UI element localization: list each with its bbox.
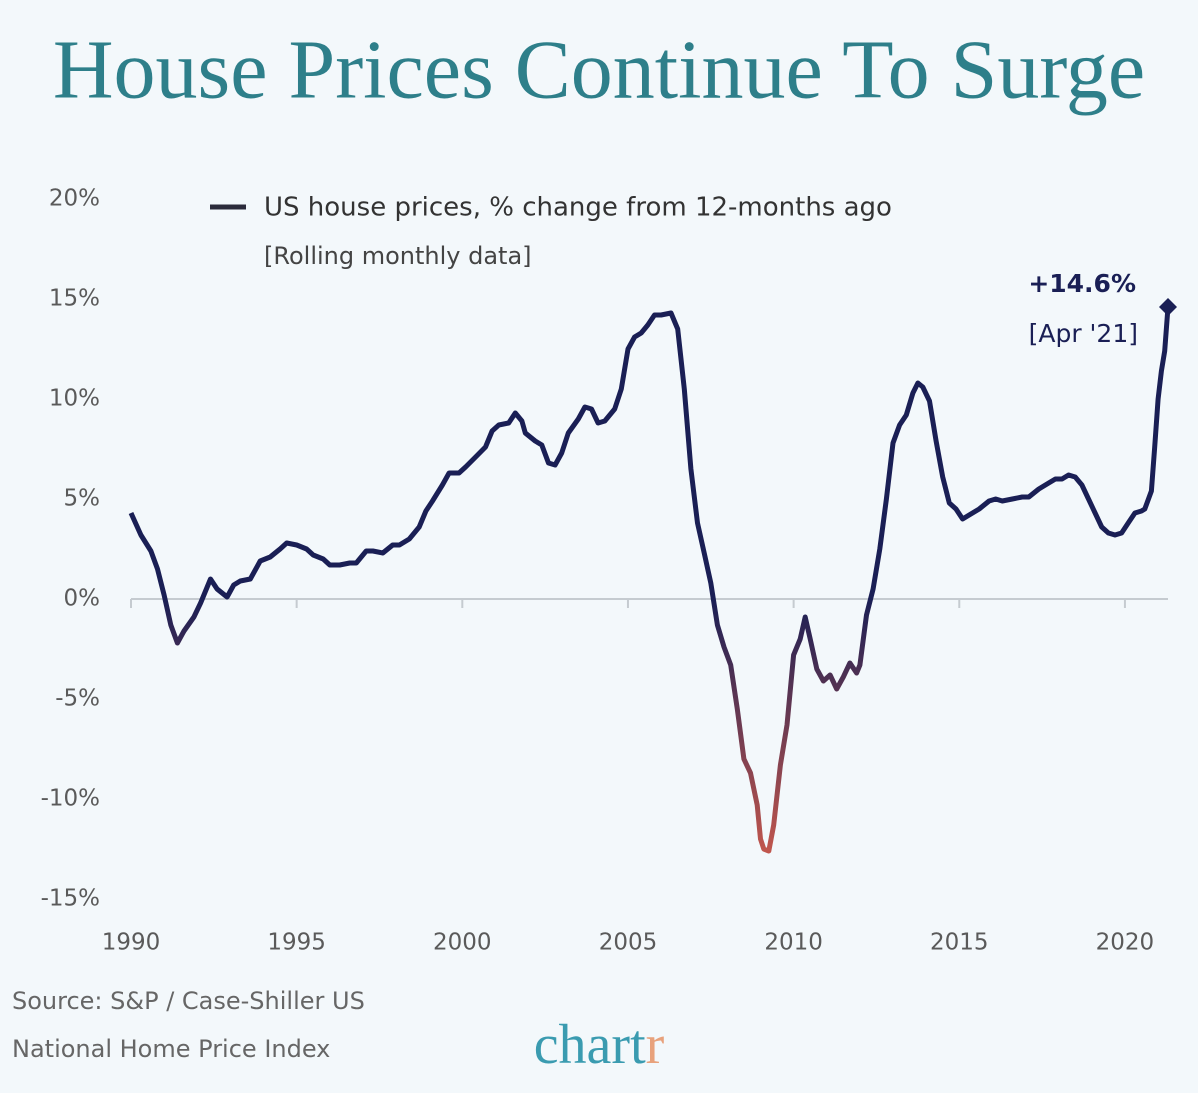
x-tick-label: 2010 xyxy=(764,930,823,956)
x-tick-label: 1990 xyxy=(102,930,161,956)
legend-label: US house prices, % change from 12-months… xyxy=(264,193,892,223)
annotation-value: +14.6% xyxy=(1028,269,1136,298)
y-tick-label: 10% xyxy=(49,386,100,412)
logo-part: chart xyxy=(534,1014,646,1076)
y-tick-label: -15% xyxy=(41,886,100,912)
source: National Home Price Index xyxy=(12,1035,330,1063)
x-tick-label: 2000 xyxy=(433,930,492,956)
end-marker xyxy=(1159,298,1177,316)
annotation-date: [Apr '21] xyxy=(1029,319,1138,348)
logo-part: r xyxy=(646,1014,665,1076)
x-tick-label: 2020 xyxy=(1096,930,1155,956)
x-tick-label: 1995 xyxy=(267,930,326,956)
y-tick-label: 15% xyxy=(49,286,100,312)
y-tick-label: -10% xyxy=(41,786,100,812)
y-tick-label: 20% xyxy=(49,186,100,212)
x-tick-label: 2005 xyxy=(599,930,658,956)
chart-title: House Prices Continue To Surge xyxy=(53,23,1145,116)
y-tick-label: 5% xyxy=(64,486,101,512)
data-line xyxy=(128,306,1171,854)
x-tick-label: 2015 xyxy=(930,930,989,956)
source: Source: S&P / Case-Shiller US xyxy=(12,987,365,1015)
y-tick-label: -5% xyxy=(55,686,100,712)
logo: chartr xyxy=(534,1014,665,1076)
y-tick-label: 0% xyxy=(64,586,101,612)
subtitle: [Rolling monthly data] xyxy=(264,242,532,270)
